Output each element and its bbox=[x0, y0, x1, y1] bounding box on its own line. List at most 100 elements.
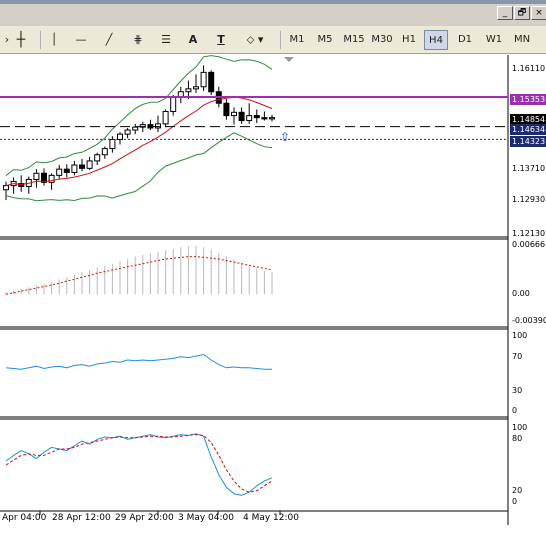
restore-button[interactable]: 🗗 bbox=[514, 6, 530, 20]
text-tool-icon[interactable]: A bbox=[188, 33, 198, 46]
price-badge-dotted: 1.14323 bbox=[510, 136, 546, 147]
price-badge-dashed: 1.14634 bbox=[510, 124, 546, 135]
candles-layer bbox=[3, 65, 275, 201]
horizontal-lines bbox=[0, 95, 508, 140]
candle-body bbox=[117, 133, 123, 140]
candle-body bbox=[139, 124, 146, 128]
candle-body bbox=[79, 164, 85, 169]
candle-body bbox=[261, 117, 268, 120]
macd-label: 0.00666 bbox=[512, 240, 546, 249]
stoch-label: 0 bbox=[512, 497, 518, 506]
macd-label: 0.00 bbox=[512, 289, 530, 298]
candle-body bbox=[86, 160, 93, 169]
candle-body bbox=[94, 154, 101, 162]
time-label: 3 May 04:00 bbox=[178, 513, 234, 523]
price-chart[interactable]: ⇧ bbox=[0, 55, 546, 525]
candle-body bbox=[238, 111, 245, 122]
timeframe-m15[interactable]: M15 bbox=[343, 34, 365, 45]
trendline-icon[interactable]: ╱ bbox=[105, 33, 113, 46]
horizontal-line-icon[interactable]: — bbox=[75, 33, 87, 46]
timeframe-mn[interactable]: MN bbox=[513, 34, 531, 45]
close-button[interactable]: × bbox=[531, 6, 546, 20]
candle-body bbox=[71, 164, 78, 173]
candle-body bbox=[223, 102, 230, 117]
candle-body bbox=[200, 71, 207, 88]
candle-body bbox=[3, 185, 9, 191]
candle-body bbox=[101, 148, 108, 156]
minimize-button[interactable]: _ bbox=[497, 6, 513, 20]
time-label: 4 May 12:00 bbox=[243, 513, 299, 523]
timeframe-m30[interactable]: M30 bbox=[371, 34, 393, 45]
rsi-label: 100 bbox=[512, 331, 528, 340]
timeframe-m1[interactable]: M1 bbox=[289, 34, 305, 45]
text-label-icon[interactable]: T bbox=[217, 33, 225, 46]
rsi-line bbox=[5, 353, 272, 370]
stoch-label: 80 bbox=[512, 434, 523, 443]
drawing-toolbar: › ┼ │ — ╱ ⋕ ☰ A T ⬦ ▾ M1 M5 M15 M30 H1 H… bbox=[0, 26, 546, 54]
time-label: Apr 04:00 bbox=[2, 513, 47, 523]
candle-body bbox=[124, 129, 131, 135]
timeframe-m5[interactable]: M5 bbox=[317, 34, 333, 45]
candle-body bbox=[48, 174, 55, 183]
candle-body bbox=[18, 183, 25, 187]
candle-body bbox=[63, 168, 70, 173]
timeframe-h1[interactable]: H1 bbox=[402, 34, 416, 45]
candle-body bbox=[269, 117, 275, 120]
toolbar-separator bbox=[40, 31, 41, 49]
candle-body bbox=[33, 172, 40, 180]
bollinger-bands bbox=[5, 55, 273, 202]
timeframe-d1[interactable]: D1 bbox=[457, 34, 473, 45]
time-label: 29 Apr 20:00 bbox=[115, 513, 174, 523]
candle-body bbox=[231, 111, 237, 117]
panel-borders bbox=[0, 236, 508, 515]
candle-body bbox=[109, 138, 116, 150]
candle-body bbox=[208, 71, 215, 93]
crosshair-icon[interactable]: ┼ bbox=[16, 32, 26, 48]
candle-body bbox=[162, 110, 169, 125]
arrow-icon[interactable]: › bbox=[4, 33, 10, 46]
price-badge-current: 1.14854 bbox=[510, 114, 546, 125]
bollinger-upper-line bbox=[5, 55, 273, 177]
timeframe-w1[interactable]: W1 bbox=[485, 34, 503, 45]
candle-body bbox=[132, 126, 139, 131]
price-label: 1.16110 bbox=[512, 64, 546, 73]
price-label: 1.13710 bbox=[512, 164, 546, 173]
rsi-label: 70 bbox=[512, 352, 523, 361]
up-arrow-icon: ⇧ bbox=[280, 130, 290, 144]
stoch-label: 20 bbox=[512, 486, 523, 495]
price-badge-purple: 1.15353 bbox=[510, 94, 546, 105]
candle-body bbox=[253, 115, 260, 119]
candle-body bbox=[193, 86, 199, 90]
macd-signal-line bbox=[5, 256, 273, 295]
shapes-dropdown-icon[interactable]: ⬦ ▾ bbox=[246, 33, 264, 46]
stoch-label: 100 bbox=[512, 423, 528, 432]
stochastic-signal-line bbox=[5, 434, 273, 493]
rsi-label: 30 bbox=[512, 386, 523, 395]
candle-body bbox=[41, 172, 47, 183]
fibonacci-retracement-icon[interactable]: ☰ bbox=[161, 33, 171, 46]
vertical-line-icon[interactable]: │ bbox=[50, 33, 58, 46]
macd-label: -0.00390 bbox=[512, 316, 546, 325]
price-label: 1.12930 bbox=[512, 195, 546, 204]
timeframe-h4[interactable]: H4 bbox=[424, 30, 448, 50]
rsi-label: 0 bbox=[512, 406, 518, 415]
toolbar-separator bbox=[280, 31, 281, 49]
rsi-layer bbox=[5, 353, 272, 370]
chart-shift-icon[interactable] bbox=[284, 57, 294, 62]
candle-body bbox=[56, 168, 63, 176]
candle-body bbox=[155, 123, 161, 129]
candle-body bbox=[246, 115, 253, 122]
macd-layer bbox=[5, 245, 273, 295]
time-label: 28 Apr 12:00 bbox=[52, 513, 111, 523]
candle-body bbox=[170, 96, 177, 112]
moving-average-line bbox=[5, 96, 273, 187]
stochastic-main-line bbox=[5, 433, 273, 496]
fibonacci-channel-icon[interactable]: ⋕ bbox=[133, 33, 143, 46]
price-label: 1.12130 bbox=[512, 229, 546, 238]
bollinger-lower-line bbox=[5, 132, 273, 202]
chart-background bbox=[0, 55, 546, 525]
title-strip bbox=[0, 0, 546, 4]
stochastic-layer bbox=[5, 433, 273, 496]
candle-body bbox=[185, 88, 192, 93]
window-title-bar: _ 🗗 × bbox=[0, 0, 546, 26]
